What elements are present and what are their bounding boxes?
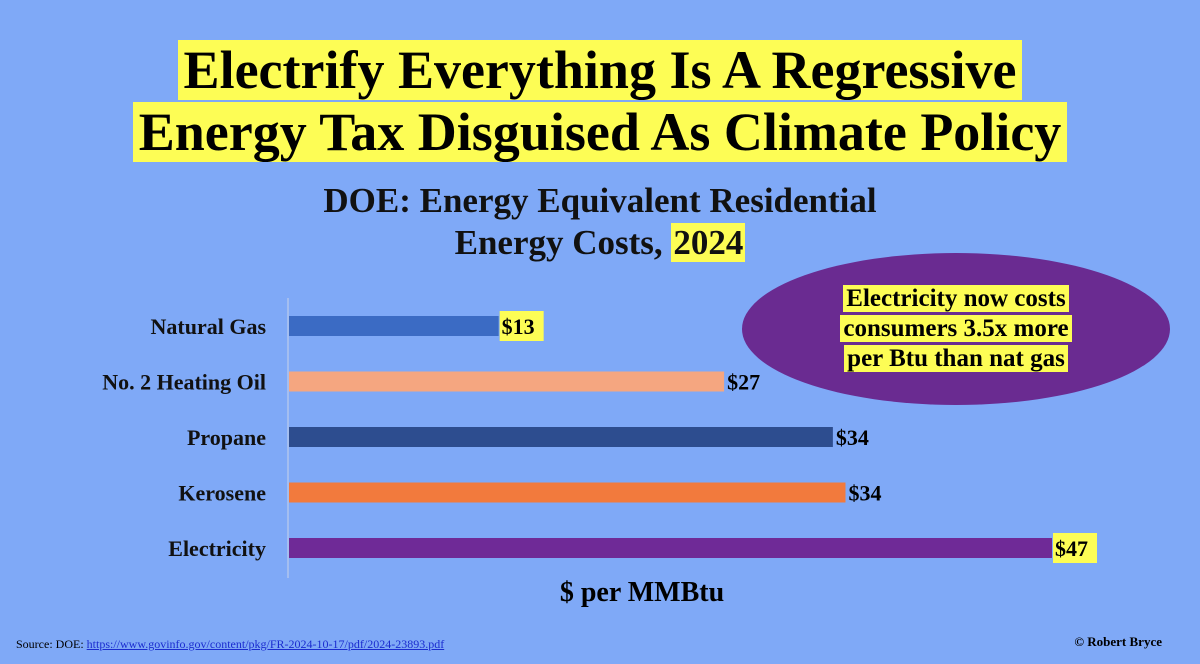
bar	[289, 482, 846, 503]
value-label-highlight	[1053, 533, 1097, 563]
source-prefix: Source: DOE:	[16, 637, 84, 651]
callout-line-2: consumers 3.5x more	[840, 314, 1072, 344]
category-label: Kerosene	[178, 481, 266, 506]
title-line-1-text: Electrify Everything Is A Regressive	[177, 40, 1023, 100]
value-label: $27	[727, 370, 760, 395]
bar	[289, 371, 725, 392]
copyright-text: © Robert Bryce	[1074, 634, 1162, 649]
category-label: No. 2 Heating Oil	[102, 370, 266, 395]
bar	[289, 427, 833, 447]
title-line-1: Electrify Everything Is A Regressive	[0, 40, 1200, 100]
subtitle-year: 2024	[671, 223, 746, 262]
bar	[289, 316, 499, 336]
title-line-2-text: Energy Tax Disguised As Climate Policy	[132, 102, 1068, 162]
bar	[289, 538, 1052, 558]
category-label: Propane	[187, 425, 266, 450]
chart-subtitle-line-1: DOE: Energy Equivalent Residential	[323, 181, 877, 220]
subtitle-prefix: Energy Costs,	[454, 223, 663, 262]
source-note: Source: DOE: https://www.govinfo.gov/con…	[16, 637, 444, 652]
title-line-2: Energy Tax Disguised As Climate Policy	[0, 102, 1200, 162]
value-label: $34	[836, 425, 869, 450]
chart-subtitle-line-2: Energy Costs, 2024	[0, 222, 1200, 264]
x-axis-label-text: $ per MMBtu	[559, 577, 725, 608]
x-axis-label: $ per MMBtu	[0, 576, 1200, 610]
value-label: $47	[1055, 536, 1088, 561]
callout-ellipse: Electricity now costs consumers 3.5x mor…	[742, 253, 1170, 405]
callout-line-3: per Btu than nat gas	[844, 344, 1068, 374]
value-label: $34	[848, 481, 881, 506]
value-label-highlight	[499, 311, 544, 341]
category-label: Electricity	[168, 536, 266, 561]
category-label: Natural Gas	[151, 314, 267, 339]
value-label: $13	[502, 314, 535, 339]
source-link[interactable]: https://www.govinfo.gov/content/pkg/FR-2…	[86, 637, 445, 651]
callout-line-1: Electricity now costs	[843, 284, 1069, 314]
